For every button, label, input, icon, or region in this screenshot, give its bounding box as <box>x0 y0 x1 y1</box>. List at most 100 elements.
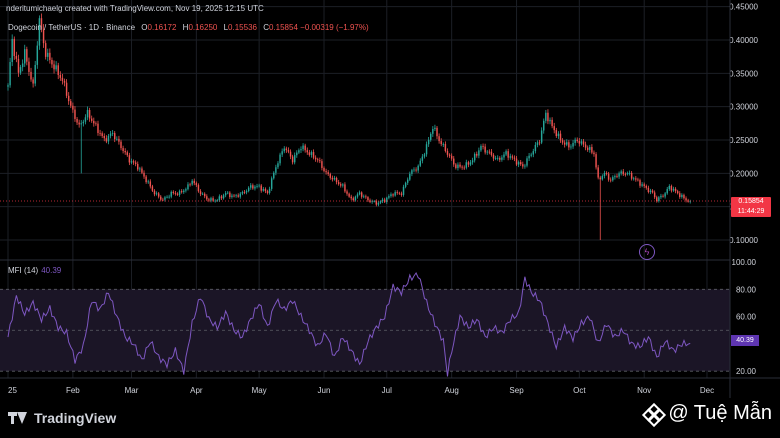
candle-body <box>346 191 348 194</box>
candle-body <box>404 182 407 187</box>
candle-body <box>19 67 22 73</box>
candle-body <box>586 147 589 150</box>
candle-body <box>681 194 683 197</box>
brand-text: TradingView <box>34 410 117 426</box>
candle-body <box>325 171 327 173</box>
candle-body <box>672 188 675 191</box>
candle-body <box>132 161 135 163</box>
candle-body <box>319 160 321 162</box>
candle-body <box>448 154 451 156</box>
candle-body <box>340 184 342 186</box>
time-tick-label: Jun <box>318 386 331 395</box>
candle-body <box>67 95 70 102</box>
open-value: 0.16172 <box>147 23 177 32</box>
candle-body <box>484 146 486 153</box>
candle-body <box>157 193 160 197</box>
candle-body <box>478 150 480 156</box>
lightning-icon[interactable]: ϟ <box>639 244 655 260</box>
candle-body <box>566 142 568 145</box>
candle-body <box>199 191 202 195</box>
candle-body <box>101 133 103 136</box>
candle-body <box>53 64 55 70</box>
candle-body <box>312 152 315 158</box>
candle-body <box>149 181 152 187</box>
candle-body <box>656 197 658 202</box>
candle-body <box>363 196 365 198</box>
candle-body <box>605 173 608 174</box>
candle-body <box>618 173 620 177</box>
mfi-legend[interactable]: MFI (14) 40.39 <box>8 266 61 275</box>
candle-body <box>208 199 210 201</box>
close-key: C <box>263 23 269 32</box>
candle-body <box>524 165 526 167</box>
candle-body <box>174 193 177 194</box>
price-tick-label: 0.20000 <box>729 169 758 178</box>
high-value: 0.16250 <box>188 23 218 32</box>
candle-body <box>616 176 618 177</box>
candle-body <box>572 142 574 147</box>
candle-body <box>591 147 593 153</box>
candle-body <box>526 158 528 166</box>
low-value: 0.15536 <box>228 23 257 32</box>
candle-body <box>283 148 285 152</box>
candle-body <box>455 164 457 169</box>
candle-body <box>262 189 265 191</box>
candle-body <box>195 183 198 186</box>
candle-body <box>304 145 306 151</box>
candle-body <box>639 180 641 186</box>
candle-body <box>530 154 532 156</box>
candle-body <box>624 174 627 176</box>
candle-body <box>293 155 296 163</box>
candle-body <box>446 151 449 155</box>
candle-body <box>547 112 549 122</box>
candle-body <box>76 118 78 123</box>
candle-body <box>630 172 633 179</box>
candle-body <box>111 133 114 134</box>
candle-body <box>80 123 82 125</box>
current-price-value: 0.15854 <box>738 198 764 205</box>
candle-body <box>147 181 149 183</box>
candle-body <box>197 185 200 192</box>
candle-body <box>314 157 317 160</box>
mfi-tick-label: 20.00 <box>736 367 757 376</box>
candle-body <box>576 139 578 142</box>
binance-diamond-icon <box>642 402 667 427</box>
candle-body <box>545 112 547 121</box>
candle-body <box>490 151 493 155</box>
candle-body <box>438 136 440 142</box>
candle-body <box>440 141 442 145</box>
candle-body <box>214 200 216 202</box>
candle-body <box>298 150 300 153</box>
time-tick-label: Jul <box>382 386 392 395</box>
candle-body <box>379 201 382 203</box>
candle-body <box>662 195 664 197</box>
candle-body <box>643 184 645 186</box>
time-tick-label: May <box>252 386 267 395</box>
candle-body <box>394 192 396 196</box>
candle-body <box>503 154 505 158</box>
candle-body <box>78 122 80 125</box>
symbol-legend[interactable]: Dogecoin / TetherUS · 1D · Binance O0.16… <box>8 23 369 32</box>
candle-body <box>645 185 648 188</box>
candle-body <box>423 154 426 157</box>
candle-body <box>436 127 438 137</box>
time-tick-label: Apr <box>190 386 203 395</box>
mfi-title: MFI (14) <box>8 266 39 275</box>
candle-body <box>658 197 660 202</box>
candle-body <box>597 167 599 178</box>
candle-body <box>323 167 325 172</box>
author-watermark: @ Tuệ Mẫn <box>642 402 772 427</box>
tradingview-brand[interactable]: TradingView <box>8 410 116 426</box>
candle-body <box>170 191 172 197</box>
candle-body <box>519 162 522 165</box>
candle-body <box>488 151 491 153</box>
candle-body <box>509 156 511 158</box>
price-tick-label: 0.30000 <box>729 103 758 112</box>
candle-body <box>660 195 662 198</box>
candle-body <box>281 151 283 155</box>
candle-body <box>231 195 233 197</box>
candle-body <box>105 138 108 142</box>
candle-body <box>128 155 131 163</box>
candle-body <box>354 196 357 201</box>
